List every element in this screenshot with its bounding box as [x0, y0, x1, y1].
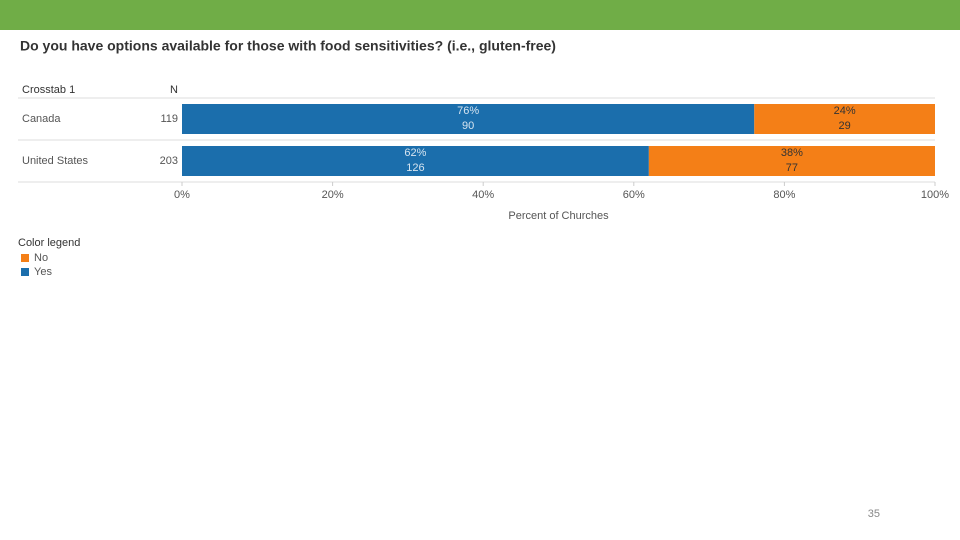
x-tick-label: 20%	[322, 189, 344, 201]
legend-swatch	[21, 268, 29, 276]
bar-segment	[182, 146, 649, 176]
value-label: 62%	[404, 147, 426, 159]
x-tick-label: 0%	[174, 189, 190, 201]
bar-segment	[182, 104, 755, 134]
bar-segment	[754, 104, 935, 134]
page-number: 35	[868, 508, 880, 520]
x-tick-label: 100%	[921, 189, 949, 201]
legend-label: No	[34, 252, 48, 264]
legend-swatch	[21, 254, 29, 262]
category-label: Canada	[22, 113, 61, 125]
count-label: 126	[406, 162, 424, 174]
n-header: N	[170, 84, 178, 96]
legend-title: Color legend	[18, 237, 80, 249]
value-label: 24%	[834, 105, 856, 117]
x-axis-label: Percent of Churches	[508, 210, 609, 222]
x-tick-label: 60%	[623, 189, 645, 201]
n-value: 119	[160, 113, 178, 125]
header-band	[0, 0, 960, 30]
n-value: 203	[160, 155, 178, 167]
category-label: United States	[22, 155, 89, 167]
count-label: 90	[462, 120, 474, 132]
bar-segment	[648, 146, 935, 176]
value-label: 38%	[781, 147, 803, 159]
x-tick-label: 40%	[472, 189, 494, 201]
value-label: 76%	[457, 105, 479, 117]
count-label: 29	[839, 120, 851, 132]
legend-label: Yes	[34, 266, 52, 278]
count-label: 77	[786, 162, 798, 174]
x-tick-label: 80%	[773, 189, 795, 201]
row-header: Crosstab 1	[22, 84, 75, 96]
chart-title: Do you have options available for those …	[20, 38, 556, 54]
